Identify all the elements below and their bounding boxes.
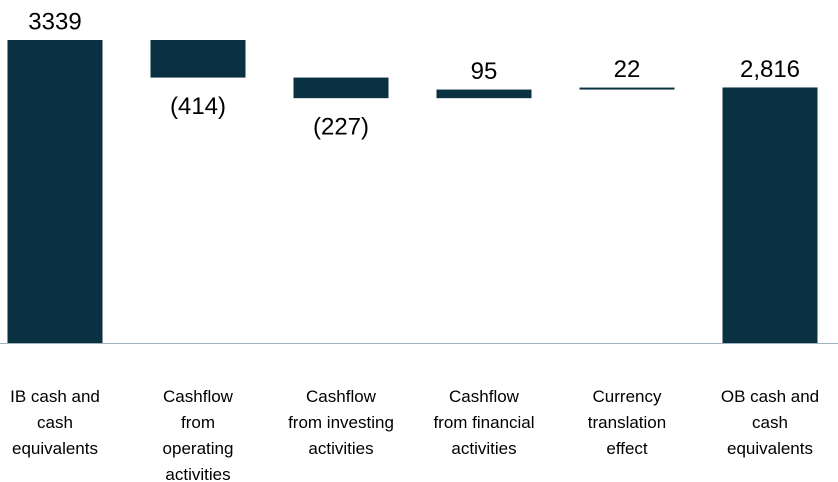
data-label: (227) xyxy=(313,114,369,141)
x-tick-label: Cashflow from investing activities xyxy=(288,387,394,458)
x-tick-label: IB cash and cash equivalents xyxy=(10,387,100,458)
data-label: 95 xyxy=(471,58,498,85)
data-label: 3339 xyxy=(28,8,81,35)
data-label: (414) xyxy=(170,93,226,120)
bar xyxy=(579,87,675,90)
x-tick-label: Cashflow from financial activities xyxy=(433,387,535,458)
x-tick-label: Cashflow from operating activities xyxy=(162,387,234,482)
bar xyxy=(7,40,103,343)
x-tick-label: OB cash and cash equivalents xyxy=(720,387,820,458)
bar xyxy=(150,40,246,78)
bar xyxy=(436,89,532,99)
data-label: 22 xyxy=(614,56,641,83)
bar xyxy=(293,77,389,99)
x-tick-label: Currency translation effect xyxy=(587,387,667,458)
bar xyxy=(722,87,818,344)
data-label: 2,816 xyxy=(740,56,800,83)
